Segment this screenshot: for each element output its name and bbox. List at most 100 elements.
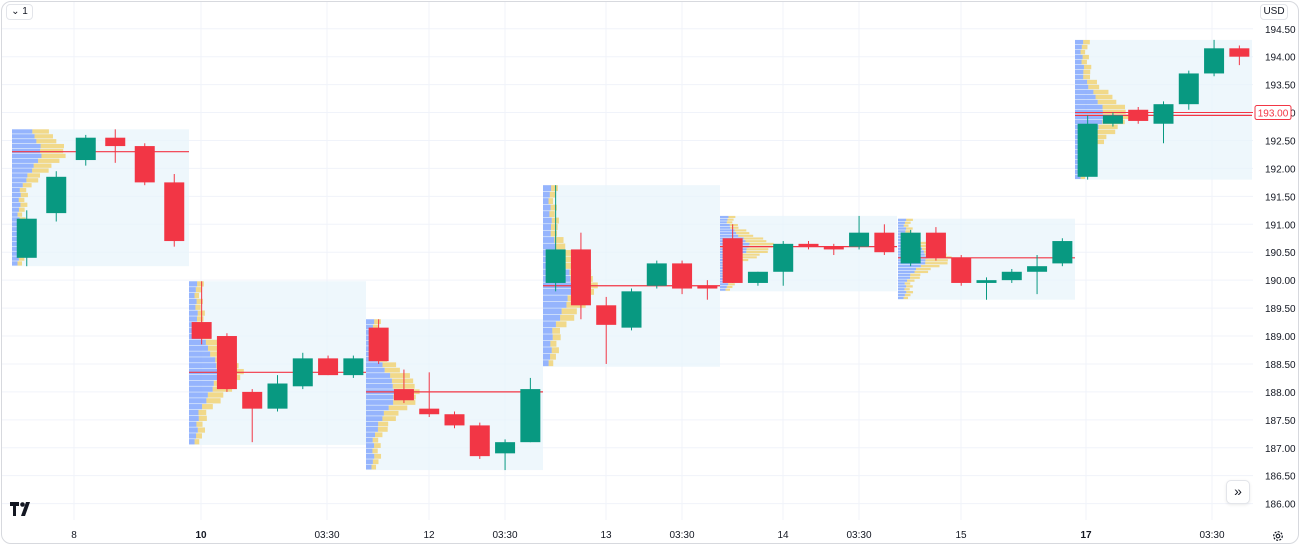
volume-bar-up bbox=[189, 292, 195, 299]
volume-bar-down bbox=[560, 250, 575, 256]
price-tick-label: 191.00 bbox=[1265, 220, 1296, 231]
candle-body bbox=[697, 285, 718, 289]
volume-bar-up bbox=[898, 276, 910, 279]
volume-bar-up bbox=[1075, 94, 1096, 100]
volume-bar-up bbox=[898, 285, 907, 288]
candle-body bbox=[16, 218, 37, 258]
volume-bar-up bbox=[898, 282, 905, 285]
price-tick-label: 186.50 bbox=[1265, 472, 1296, 483]
candle-body bbox=[343, 358, 364, 376]
volume-bar-up bbox=[12, 207, 19, 212]
volume-bar-down bbox=[905, 230, 912, 233]
volume-bar-up bbox=[12, 217, 20, 222]
volume-bar-down bbox=[198, 415, 207, 421]
volume-bar-up bbox=[898, 224, 904, 227]
volume-bar-up bbox=[366, 410, 384, 416]
volume-bar-down bbox=[730, 226, 739, 229]
volume-bar-down bbox=[371, 464, 377, 470]
volume-bar-up bbox=[898, 293, 905, 297]
volume-bar-up bbox=[366, 367, 385, 373]
gear-icon[interactable] bbox=[1272, 530, 1284, 542]
volume-bar-down bbox=[194, 439, 200, 445]
volume-bar-up bbox=[366, 373, 391, 378]
interval-selector[interactable]: ⌄ 1 bbox=[6, 4, 33, 20]
candle-body bbox=[1077, 123, 1098, 177]
price-axis[interactable]: 186.00 186.50 187.00 187.50 188.00 188.50 189.… bbox=[1254, 25, 1296, 511]
volume-bar-up bbox=[189, 357, 216, 363]
candle-body bbox=[621, 291, 642, 328]
volume-bar-down bbox=[551, 224, 558, 230]
volume-bar-up bbox=[1075, 49, 1081, 55]
volume-bar-up bbox=[12, 173, 28, 178]
volume-bar-up bbox=[720, 215, 729, 219]
volume-bar-down bbox=[1087, 79, 1097, 85]
volume-bar-up bbox=[543, 237, 555, 243]
volume-bar-up bbox=[720, 218, 728, 221]
volume-bar-down bbox=[904, 288, 910, 291]
candle-body bbox=[646, 263, 667, 286]
price-tick-label: 192.00 bbox=[1265, 164, 1296, 175]
volume-bar-down bbox=[388, 405, 408, 411]
volume-bar-down bbox=[741, 253, 760, 256]
volume-bar-down bbox=[20, 202, 28, 207]
volume-bar-down bbox=[1081, 44, 1088, 50]
volume-bar-up bbox=[1075, 39, 1084, 45]
scroll-to-realtime-button[interactable]: » bbox=[1226, 480, 1250, 504]
volume-bar-down bbox=[372, 448, 378, 454]
volume-bar-up bbox=[543, 230, 551, 237]
volume-bar-up bbox=[1075, 64, 1084, 70]
volume-bar-down bbox=[194, 292, 200, 299]
candle-body bbox=[722, 238, 743, 283]
volume-bar-up bbox=[12, 178, 27, 183]
candle-body bbox=[1204, 48, 1225, 74]
volume-bar-down bbox=[20, 192, 28, 198]
volume-bar-up bbox=[543, 288, 572, 295]
volume-bar-down bbox=[38, 158, 60, 163]
volume-bar-down bbox=[726, 221, 733, 224]
volume-bar-down bbox=[548, 360, 554, 367]
tradingview-logo[interactable] bbox=[10, 502, 34, 516]
volume-bar-up bbox=[1075, 59, 1082, 65]
volume-bar-down bbox=[196, 433, 202, 439]
volume-bar-down bbox=[196, 316, 204, 322]
volume-bar-down bbox=[906, 218, 913, 221]
volume-bar-up bbox=[189, 304, 196, 310]
volume-bar-down bbox=[904, 293, 911, 297]
volume-bar-up bbox=[1075, 44, 1082, 50]
price-tick-label: 194.50 bbox=[1265, 25, 1296, 36]
volume-bar-down bbox=[749, 242, 774, 245]
candle-body bbox=[1178, 73, 1199, 105]
volume-bar-down bbox=[920, 264, 940, 268]
volume-bar-up bbox=[366, 464, 372, 470]
price-tick-label: 193.50 bbox=[1265, 81, 1296, 92]
volume-bar-down bbox=[729, 223, 738, 227]
volume-bar-up bbox=[898, 264, 921, 268]
price-tick-label: 188.00 bbox=[1265, 388, 1296, 399]
volume-bar-up bbox=[12, 236, 18, 242]
volume-bar-down bbox=[560, 314, 575, 321]
price-tick-label: 191.50 bbox=[1265, 192, 1296, 203]
volume-bar-up bbox=[898, 218, 907, 221]
time-tick-label: 03:30 bbox=[669, 530, 694, 541]
volume-bar-down bbox=[914, 270, 929, 274]
volume-bar-down bbox=[915, 267, 931, 271]
volume-bar-down bbox=[377, 427, 388, 432]
volume-bar-down bbox=[740, 256, 757, 259]
currency-selector[interactable]: USD bbox=[1260, 4, 1288, 20]
price-tick-label: 189.50 bbox=[1265, 304, 1296, 315]
time-axis[interactable]: 8 10 03:30 12 03:30 13 03:30 14 03:30 15 17 03:30 bbox=[71, 530, 1225, 541]
candle-body bbox=[75, 137, 96, 161]
volume-bar-up bbox=[189, 374, 218, 381]
volume-bar-down bbox=[384, 367, 400, 373]
volume-bar-up bbox=[12, 227, 21, 232]
candle-body bbox=[823, 246, 844, 250]
volume-bar-up bbox=[898, 288, 905, 291]
volume-bar-down bbox=[1097, 129, 1116, 135]
candle-body bbox=[469, 425, 490, 457]
candle-body bbox=[1027, 266, 1048, 272]
volume-bar-down bbox=[18, 207, 25, 212]
volume-bar-up bbox=[12, 168, 33, 173]
time-tick-label: 12 bbox=[423, 530, 435, 541]
